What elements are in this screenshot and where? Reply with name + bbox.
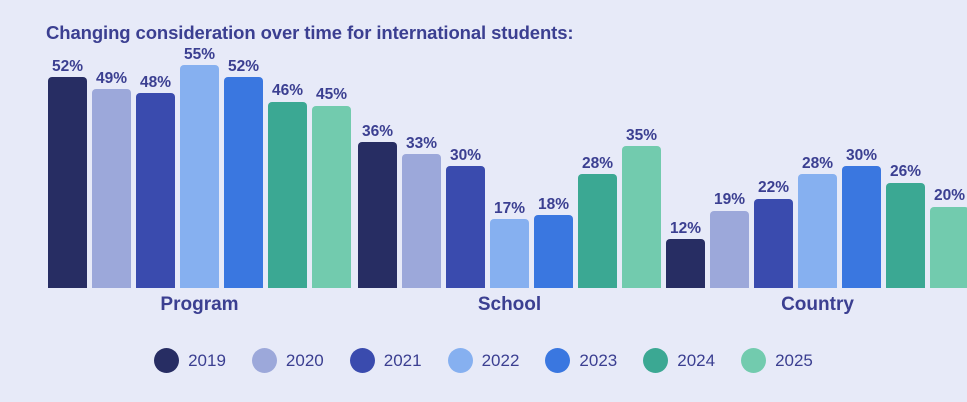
bar-value-label: 46% [271,82,304,99]
bar-value-label: 48% [139,73,172,91]
bar-item[interactable]: 46% [268,60,307,288]
bar-group-bars: 12% 19% 22% 28% 30% 26% 20% [666,60,967,288]
bar-value-label: 36% [361,122,394,140]
bar-2024-country[interactable] [886,182,925,288]
bar-value-label: 45% [315,86,348,104]
bar-item[interactable]: 28% [578,60,617,288]
bar-item[interactable]: 52% [224,57,263,288]
bar-2022-program[interactable] [180,65,219,288]
bar-value-label: 55% [183,45,216,63]
legend-item-2020[interactable]: 2020 [251,348,324,373]
bar-group-bars: 36% 33% 30% 17% 18% 28% 35% [358,60,661,288]
legend-label: 2021 [383,350,422,370]
legend-swatch-icon [545,348,571,373]
bar-value-label: 12% [669,219,702,237]
bar-2024-school[interactable] [578,174,617,288]
bar-2025-school[interactable] [622,146,661,288]
bar-value-label: 52% [51,57,84,75]
legend-swatch-icon [447,348,473,373]
legend-swatch-icon [154,348,180,373]
bar-2022-country[interactable] [798,174,837,288]
bar-item[interactable]: 36% [358,60,397,288]
bar-value-label: 28% [581,154,614,172]
bar-value-label: 26% [889,163,922,181]
bar-value-label: 17% [493,199,526,217]
legend-label: 2020 [285,350,324,370]
bar-item[interactable]: 18% [534,60,573,288]
bar-item[interactable]: 26% [886,60,925,288]
bar-2019-school[interactable] [358,142,397,288]
bar-item[interactable]: 33% [402,60,441,288]
bar-item[interactable]: 55% [180,46,219,288]
legend-swatch-icon [251,348,277,373]
bar-value-label: 35% [625,126,658,144]
bar-value-label: 22% [757,179,790,197]
bar-item[interactable]: 45% [312,60,351,288]
bar-item[interactable]: 28% [798,60,837,288]
bar-value-label: 20% [933,187,966,205]
legend-swatch-icon [741,348,767,373]
chart-legend: 2019 2020 2021 2022 2023 2024 2025 [0,348,967,373]
bar-2025-country[interactable] [930,206,967,288]
bar-2024-program[interactable] [268,101,307,288]
bar-2022-school[interactable] [490,219,529,288]
plot-area: 52% 49% 48% 55% 52% 46% 45% 36% 33% 30% 17% 18% 28% 3… [0,46,967,288]
legend-item-2023[interactable]: 2023 [545,348,617,373]
bar-value-label: 33% [405,134,438,152]
group-label-program: Program [160,294,239,315]
bar-value-label: 30% [845,146,878,164]
legend-swatch-icon [643,348,669,373]
bar-item[interactable]: 20% [930,60,967,288]
legend-label: 2022 [481,350,520,370]
bar-2019-program[interactable] [48,77,87,288]
bar-item[interactable]: 12% [666,60,705,288]
bar-item[interactable]: 30% [446,60,485,288]
bar-2023-program[interactable] [224,77,263,288]
group-label-country: Country [781,294,854,315]
bar-item[interactable]: 35% [622,60,661,288]
legend-item-2022[interactable]: 2022 [447,348,520,373]
group-label-school: School [477,294,542,315]
bar-group-bars: 52% 49% 48% 55% 52% 46% 45% [48,46,351,288]
bar-2021-school[interactable] [446,166,485,288]
bar-2020-school[interactable] [402,154,441,288]
bar-value-label: 19% [713,191,746,209]
legend-label: 2019 [188,350,226,370]
bar-value-label: 49% [95,69,128,87]
legend-swatch-icon [349,348,375,373]
legend-item-2019[interactable]: 2019 [154,348,226,373]
bar-value-label: 28% [801,154,834,172]
legend-label: 2023 [579,350,618,370]
bar-item[interactable]: 17% [490,60,529,288]
bar-2021-program[interactable] [136,93,175,288]
bar-2020-country[interactable] [710,210,749,288]
bar-2023-school[interactable] [534,215,573,288]
bar-item[interactable]: 22% [754,60,793,288]
legend-label: 2025 [775,350,813,370]
bar-2023-country[interactable] [842,166,881,288]
legend-label: 2024 [677,350,716,370]
legend-item-2021[interactable]: 2021 [349,348,422,373]
legend-item-2024[interactable]: 2024 [643,348,715,373]
bar-item[interactable]: 19% [710,60,749,288]
bar-value-label: 52% [227,57,260,75]
bar-item[interactable]: 30% [842,60,881,288]
chart-title: Changing consideration over time for int… [46,22,574,43]
bar-2021-country[interactable] [754,198,793,288]
bar-item[interactable]: 49% [92,60,131,288]
bar-2019-country[interactable] [666,239,705,288]
bar-2020-program[interactable] [92,89,131,288]
bar-item[interactable]: 52% [48,57,87,288]
bar-value-label: 18% [537,195,570,213]
bar-2025-program[interactable] [312,105,351,288]
legend-item-2025[interactable]: 2025 [741,348,813,373]
bar-item[interactable]: 48% [136,60,175,288]
bar-value-label: 30% [449,146,482,164]
